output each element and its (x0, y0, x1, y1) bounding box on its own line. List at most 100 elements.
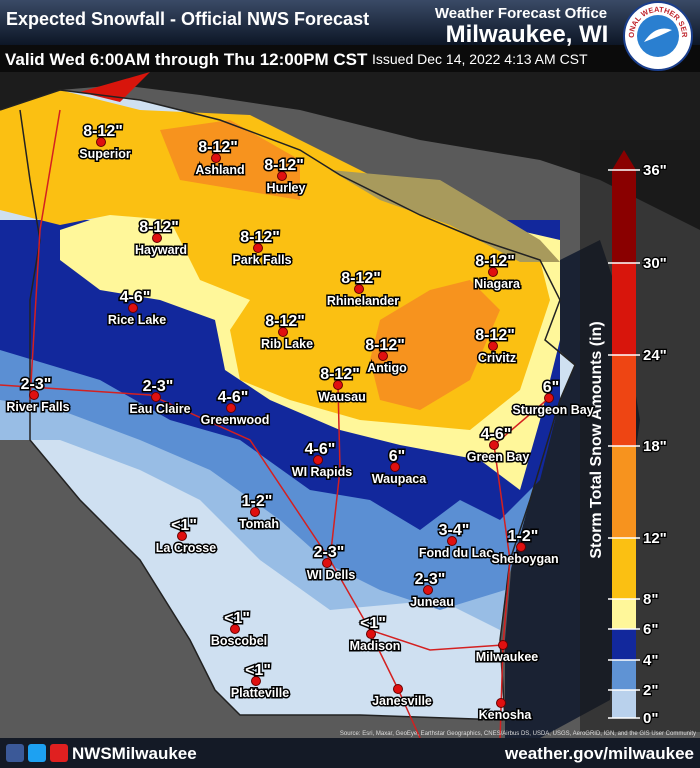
city-amount: 8-12" (265, 313, 305, 330)
city-name: Tomah (239, 517, 279, 531)
city-name: Antigo (367, 361, 407, 375)
legend-band (612, 599, 636, 629)
city-dot (544, 393, 554, 403)
city-amount: 8-12" (264, 157, 304, 174)
city-amount: 6" (543, 379, 559, 396)
city-name: Wausau (318, 390, 365, 404)
city-dot (488, 267, 498, 277)
valid-time: Valid Wed 6:00AM through Thu 12:00PM CST (5, 50, 368, 69)
city-amount: 8-12" (198, 139, 238, 156)
city-name: Greenwood (201, 413, 270, 427)
city-dot (253, 243, 263, 253)
city-amount: 8-12" (475, 253, 515, 270)
lake-superior (0, 72, 700, 230)
city-name: Sturgeon Bay (512, 403, 593, 417)
city-dot (333, 380, 343, 390)
city-amount: 8-12" (240, 229, 280, 246)
city-amount: 8-12" (365, 337, 405, 354)
snow-edge (330, 170, 560, 262)
city-amount: 4-6" (218, 389, 249, 406)
city-amount: <1" (224, 610, 250, 627)
office: Milwaukee, WI (446, 21, 609, 48)
legend-panel (580, 140, 700, 732)
city-name: Ashland (195, 163, 244, 177)
city-name: Niagara (474, 277, 521, 291)
state-border (0, 89, 576, 721)
legend-scale: 0" 2" 4" 6" 8" 12" 18" 24" 30" 36" (608, 150, 668, 728)
city-dot (151, 392, 161, 402)
city-dot (516, 542, 526, 552)
legend-tick-label: 0" (643, 710, 658, 727)
legend-tick-label: 24" (643, 347, 667, 364)
subheader-bar (0, 45, 700, 72)
city-name: Fond du Lac (419, 546, 493, 560)
legend-tick-label: 18" (643, 438, 667, 455)
city-name: Sheboygan (491, 552, 558, 566)
cities: 8-12" Superior 8-12" Ashland 8-12" Hurley 8-12… (5, 122, 595, 724)
legend-band (612, 263, 636, 355)
city-amount: 8-12" (341, 270, 381, 287)
city-name: Milwaukee (476, 650, 539, 664)
legend-title: Storm Total Snow Amounts (in) (588, 321, 605, 558)
legend-tick-label: 30" (643, 255, 667, 272)
legend-band (612, 629, 636, 660)
legend-band (612, 538, 636, 599)
city-dot (378, 351, 388, 361)
city-name: Kenosha (479, 708, 533, 722)
city-amount: 2-3" (21, 376, 52, 393)
footer-bar (0, 738, 700, 768)
city-name: WI Dells (307, 568, 356, 582)
city-amount: <1" (360, 615, 386, 632)
city-name: Waupaca (372, 472, 427, 486)
city-dot (366, 629, 376, 639)
city-name: WI Rapids (292, 465, 352, 479)
city-amount: 1-2" (242, 493, 273, 510)
social-handle: NWSMilwaukee (72, 744, 197, 763)
title: Expected Snowfall - Official NWS Forecas… (6, 9, 369, 29)
city-dot (278, 327, 288, 337)
city-dot (354, 284, 364, 294)
legend-tick-label: 2" (643, 682, 658, 699)
facebook-icon (6, 744, 24, 762)
city-dot (128, 303, 138, 313)
city-name: La Crosse (156, 541, 216, 555)
twitter-icon (28, 744, 46, 762)
city-name: Platteville (231, 686, 289, 700)
snow-layers (0, 72, 575, 720)
city-amount: 2-3" (314, 544, 345, 561)
city-dot (447, 536, 457, 546)
city-amount: 8-12" (139, 219, 179, 236)
legend-band (612, 660, 636, 690)
city-amount: <1" (171, 517, 197, 534)
legend-tick-label: 8" (643, 591, 658, 608)
office-label: Weather Forecast Office (435, 5, 607, 22)
city-amount: 8-12" (83, 123, 123, 140)
city-dot (211, 153, 221, 163)
city-amount: 1-2" (508, 528, 539, 545)
city-dot (230, 624, 240, 634)
city-dot (250, 507, 260, 517)
city-amount: 4-6" (481, 426, 512, 443)
city-name: Hurley (267, 181, 306, 195)
city-dot (488, 341, 498, 351)
youtube-icon (50, 744, 68, 762)
city-name: Rhinelander (327, 294, 399, 308)
city-dot (489, 440, 499, 450)
snow-12-18 (160, 120, 300, 200)
legend-band (612, 170, 636, 263)
city-dot (29, 390, 39, 400)
city-dot (322, 558, 332, 568)
legend-tick-label: 4" (643, 652, 658, 669)
city-name: Superior (79, 147, 131, 161)
city-dot (313, 455, 323, 465)
header-bar (0, 0, 700, 45)
issued-time: Issued Dec 14, 2022 4:13 AM CST (372, 51, 588, 67)
website: weather.gov/milwaukee (504, 744, 694, 763)
legend-tick-label: 12" (643, 530, 667, 547)
city-name: Madison (350, 639, 401, 653)
city-name: Park Falls (232, 253, 291, 267)
legend-tick-label: 6" (643, 621, 658, 638)
legend-band (612, 355, 636, 446)
